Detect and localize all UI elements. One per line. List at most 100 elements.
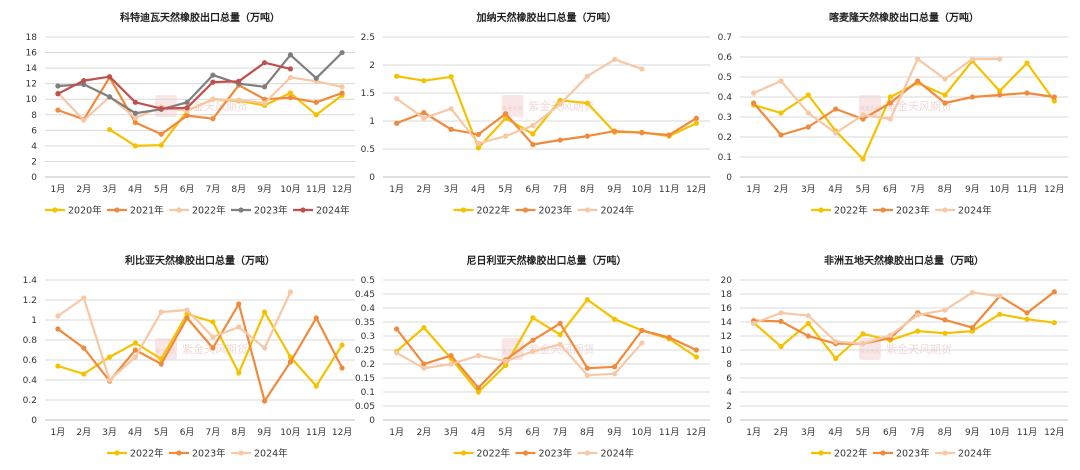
data-point <box>55 326 61 332</box>
data-point <box>693 347 699 353</box>
data-point <box>530 131 536 137</box>
data-point <box>132 354 139 360</box>
y-tick-label: 4 <box>31 142 37 152</box>
legend-label: 2022年 <box>834 205 868 217</box>
data-point <box>860 112 866 118</box>
data-point <box>612 56 618 63</box>
data-point <box>997 92 1003 98</box>
y-tick-label: 0 <box>31 416 37 426</box>
y-tick-label: 1.5 <box>361 89 375 99</box>
legend: 2020年 2021年 2022年 2023年 2024年 <box>45 205 350 217</box>
legend-item: 2023年 <box>873 448 930 460</box>
x-tick-label: 4月 <box>828 427 843 438</box>
data-point <box>339 84 345 90</box>
data-point <box>860 331 866 337</box>
data-point <box>475 385 481 391</box>
data-point <box>184 315 190 321</box>
y-tick-label: 0 <box>369 416 375 426</box>
x-tick-label: 4月 <box>471 427 486 438</box>
legend-label: 2023年 <box>896 205 930 217</box>
y-tick-label: 18 <box>26 33 38 43</box>
data-point <box>557 341 563 347</box>
x-tick-label: 7月 <box>553 184 568 195</box>
data-point <box>421 325 427 331</box>
data-point <box>860 156 866 162</box>
y-tick-label: 1 <box>369 117 375 127</box>
data-point <box>639 327 645 333</box>
y-tick-label: 0.4 <box>23 376 38 386</box>
y-tick-label: 0.45 <box>355 290 375 300</box>
data-point <box>421 365 427 371</box>
data-point <box>530 348 536 354</box>
x-tick-label: 6月 <box>180 427 195 438</box>
x-tick-label: 3月 <box>801 427 816 438</box>
data-point <box>1051 320 1057 326</box>
data-point <box>313 99 319 105</box>
data-point <box>81 77 87 84</box>
y-tick-label: 2 <box>369 61 375 71</box>
x-tick-label: 4月 <box>128 184 143 195</box>
legend-label: 2022年 <box>477 205 511 217</box>
legend-item: 2021年 <box>107 205 164 217</box>
data-point <box>1051 94 1057 100</box>
y-tick-label: 12 <box>26 80 37 90</box>
y-tick-label: 0.2 <box>23 396 37 406</box>
x-tick-label: 9月 <box>257 184 272 195</box>
x-tick-label: 6月 <box>883 184 898 195</box>
y-tick-label: 14 <box>26 64 38 74</box>
x-tick-label: 3月 <box>102 184 117 195</box>
data-point <box>210 116 216 122</box>
data-point <box>158 131 164 137</box>
x-tick-label: 1月 <box>746 184 761 195</box>
watermark-text: 紫金天风期货 <box>886 99 952 113</box>
legend-swatch-marker <box>238 207 244 213</box>
legend-swatch-marker <box>460 450 467 456</box>
legend-item: 2024年 <box>935 448 992 460</box>
data-point <box>860 341 866 347</box>
legend-swatch-marker <box>176 450 182 456</box>
data-point <box>184 105 190 111</box>
x-tick-label: 12月 <box>686 184 706 195</box>
series-2022年 <box>55 309 345 389</box>
data-point <box>261 309 268 315</box>
legend-item: 2023年 <box>231 205 288 217</box>
data-point <box>833 355 839 361</box>
y-tick-label: 0.4 <box>361 304 376 314</box>
y-tick-label: 0.2 <box>718 133 732 143</box>
data-point <box>666 132 672 138</box>
data-point <box>184 112 190 119</box>
x-tick-label: 1月 <box>51 184 66 195</box>
y-tick-label: 2.5 <box>361 33 375 43</box>
data-point <box>448 126 454 132</box>
legend-swatch-marker <box>818 450 824 456</box>
legend-swatch-marker <box>238 450 244 456</box>
series-2023年 <box>751 289 1057 347</box>
data-point <box>942 317 948 323</box>
x-tick-label: 3月 <box>102 427 117 438</box>
data-point <box>833 339 839 345</box>
x-tick-label: 8月 <box>231 427 246 438</box>
x-tick-label: 4月 <box>471 184 486 195</box>
data-point <box>778 78 784 84</box>
legend-label: 2020年 <box>68 205 102 217</box>
x-tick-label: 12月 <box>1044 184 1064 195</box>
data-point <box>158 309 164 315</box>
data-point <box>394 73 400 79</box>
y-tick-label: 1 <box>31 316 37 326</box>
data-point <box>210 334 216 340</box>
x-tick-label: 10月 <box>632 427 652 438</box>
x-tick-label: 2月 <box>76 184 91 195</box>
data-point <box>287 74 294 81</box>
data-point <box>860 116 866 122</box>
series-line <box>752 313 1055 360</box>
data-point <box>132 119 139 126</box>
data-point <box>132 340 139 346</box>
x-tick-label: 11月 <box>659 184 679 195</box>
y-tick-label: 4 <box>726 388 732 398</box>
x-tick-label: 9月 <box>607 184 622 195</box>
data-point <box>557 137 563 143</box>
y-tick-label: 16 <box>721 304 733 314</box>
x-tick-label: 10月 <box>989 427 1009 438</box>
data-point <box>805 320 811 326</box>
